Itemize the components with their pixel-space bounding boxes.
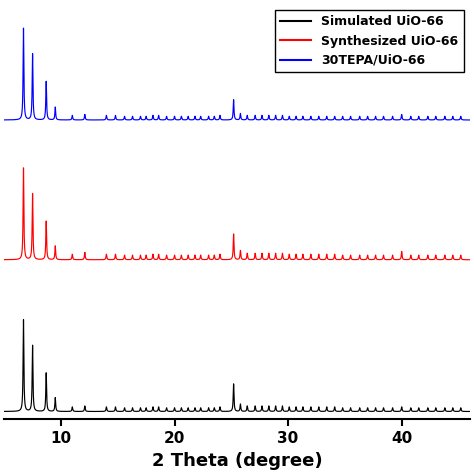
Line: 30TEPA/UiO-66: 30TEPA/UiO-66 <box>4 28 470 120</box>
Line: Synthesized UiO-66: Synthesized UiO-66 <box>4 168 470 260</box>
30TEPA/UiO-66 <box>21 25 27 31</box>
Simulated UiO-66 <box>170 408 176 414</box>
X-axis label: 2 Theta (degree): 2 Theta (degree) <box>152 452 322 470</box>
Synthesized UiO-66 <box>277 256 283 262</box>
Synthesized UiO-66 <box>170 256 176 262</box>
Simulated UiO-66 <box>25 407 30 413</box>
30TEPA/UiO-66 <box>1 117 7 123</box>
Synthesized UiO-66 <box>372 256 377 262</box>
Simulated UiO-66 <box>346 408 352 414</box>
Synthesized UiO-66 <box>297 256 303 262</box>
Simulated UiO-66 <box>277 409 283 414</box>
Simulated UiO-66 <box>21 317 27 322</box>
Legend: Simulated UiO-66, Synthesized UiO-66, 30TEPA/UiO-66: Simulated UiO-66, Synthesized UiO-66, 30… <box>275 10 464 72</box>
Simulated UiO-66 <box>297 409 303 414</box>
Line: Simulated UiO-66: Simulated UiO-66 <box>4 319 470 411</box>
Synthesized UiO-66 <box>1 257 7 263</box>
30TEPA/UiO-66 <box>277 117 283 123</box>
Simulated UiO-66 <box>372 408 377 414</box>
Synthesized UiO-66 <box>25 255 30 261</box>
Simulated UiO-66 <box>467 409 473 414</box>
30TEPA/UiO-66 <box>467 117 473 123</box>
Simulated UiO-66 <box>1 409 7 414</box>
30TEPA/UiO-66 <box>25 116 30 121</box>
Synthesized UiO-66 <box>346 256 352 262</box>
30TEPA/UiO-66 <box>297 117 303 123</box>
Synthesized UiO-66 <box>467 257 473 263</box>
30TEPA/UiO-66 <box>346 117 352 122</box>
30TEPA/UiO-66 <box>372 117 377 122</box>
30TEPA/UiO-66 <box>170 117 176 122</box>
Synthesized UiO-66 <box>21 165 27 171</box>
